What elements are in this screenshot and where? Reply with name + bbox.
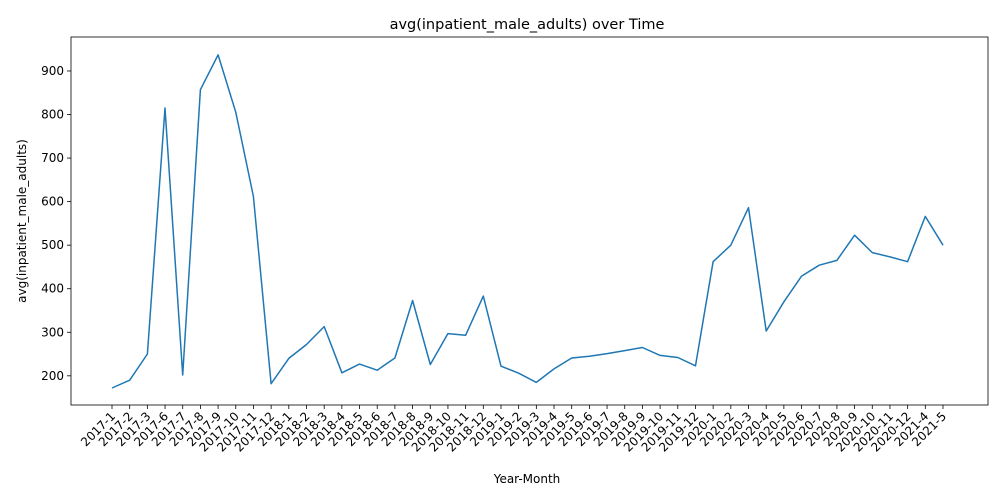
x-axis-label: Year-Month [493,472,561,486]
y-tick-label-600: 600 [41,195,64,209]
y-tick-label-900: 900 [41,64,64,78]
chart-title: avg(inpatient_male_adults) over Time [390,17,665,33]
y-tick-label-300: 300 [41,325,64,339]
y-axis-label: avg(inpatient_male_adults) [15,139,29,303]
axes: 2003004005006007008009002017-12017-22017… [41,36,989,455]
y-tick-label-800: 800 [41,108,64,122]
y-tick-label-700: 700 [41,151,64,165]
series-line-1 [111,54,944,389]
y-tick-label-500: 500 [41,238,64,252]
data-layer [111,54,944,389]
y-tick-label-200: 200 [41,369,64,383]
plot-frame [70,36,989,406]
y-tick-label-400: 400 [41,282,64,296]
